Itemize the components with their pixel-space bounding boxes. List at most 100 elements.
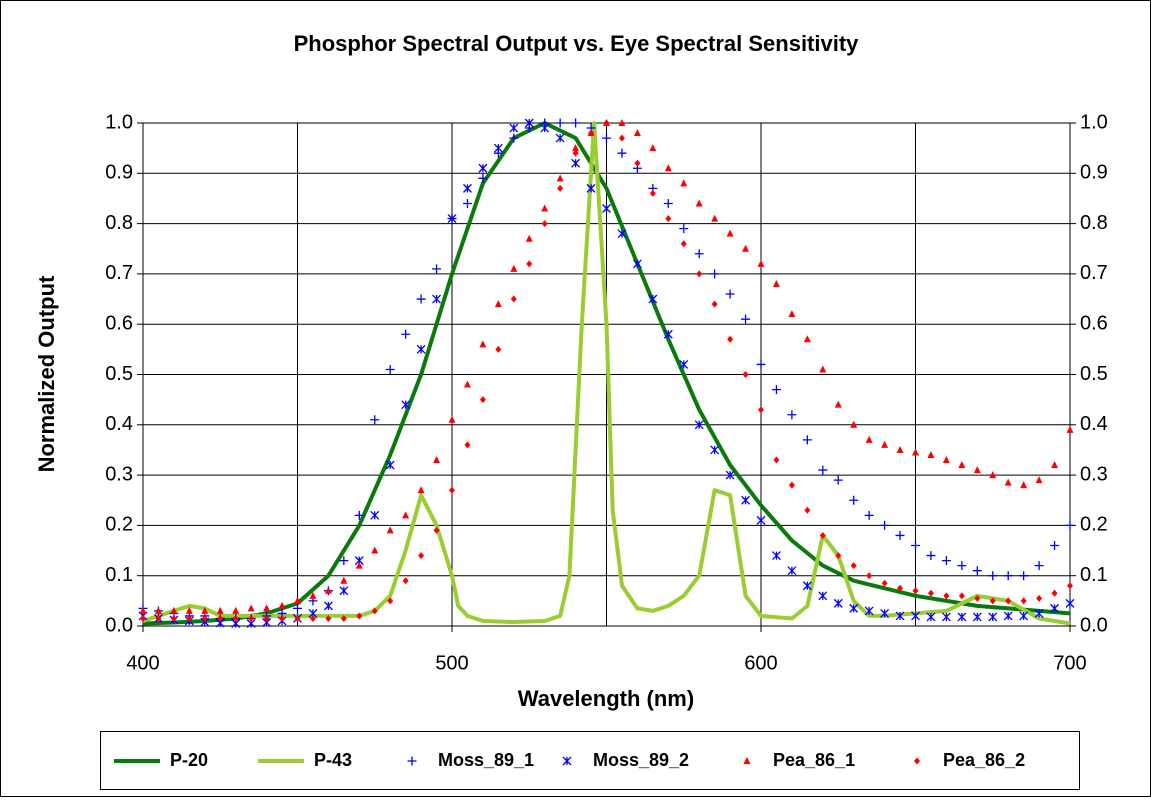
marker-diamond [217,614,224,622]
marker-triangle [942,456,950,464]
y-tick-label: 0.7 [105,262,133,284]
y-tick-label: 0.2 [105,514,133,536]
marker-diamond [340,614,347,622]
y-tick-label: 0.1 [105,564,133,586]
marker-plus [895,530,905,540]
marker-plus [818,465,828,475]
marker-diamond [835,552,842,560]
legend-item: Pea_86_1 [743,750,855,770]
marker-plus [509,133,519,143]
marker-diamond [201,614,208,622]
x-tick-label: 600 [744,652,777,674]
marker-plus [957,561,967,571]
marker-triangle [448,415,456,423]
marker-plus [941,556,951,566]
marker-triangle [294,596,301,604]
legend-item: Pea_86_2 [914,750,1025,770]
marker-cross [370,510,380,520]
marker-cross [849,603,859,613]
marker-diamond [788,481,795,489]
marker-triangle [742,244,750,252]
marker-triangle [479,340,487,348]
marker-diamond [186,614,193,622]
marker-diamond [927,589,934,597]
marker-cross [1019,611,1029,621]
marker-triangle [402,511,410,519]
y-tick-label: 0.0 [105,614,133,636]
marker-cross [756,515,766,525]
marker-cross [416,344,426,354]
marker-diamond [943,592,950,600]
marker-triangle [371,546,379,554]
marker-triangle [154,606,162,614]
marker-cross [432,294,442,304]
legend-swatch [914,757,920,765]
marker-plus [617,148,627,158]
marker-cross [401,400,411,410]
marker-triangle [788,310,796,318]
marker-diamond [1051,589,1058,597]
marker-cross [385,460,395,470]
legend-item: P-20 [114,750,208,770]
marker-triangle [201,606,209,614]
marker-diamond [263,614,270,622]
y2-tick-label: 1.0 [1080,111,1108,133]
marker-plus [802,435,812,445]
marker-cross [988,612,998,622]
x-axis-label: Wavelength (nm) [518,686,694,711]
marker-triangle [664,164,672,172]
marker-triangle [850,420,858,428]
chart-title: Phosphor Spectral Output vs. Eye Spectra… [294,31,860,56]
marker-cross [555,133,565,143]
marker-diamond [989,597,996,605]
marker-cross [679,359,689,369]
marker-diamond [680,240,687,248]
marker-plus [339,556,349,566]
marker-plus [849,495,859,505]
legend-swatch [562,756,572,766]
marker-triangle [263,604,271,612]
marker-triangle [1020,481,1028,489]
y-tick-label: 0.5 [105,363,133,385]
marker-diamond [850,562,857,570]
marker-plus [771,385,781,395]
marker-cross [617,229,627,239]
marker-cross [447,214,457,224]
marker-diamond [649,189,656,197]
marker-diamond [418,552,425,560]
marker-diamond [727,335,734,343]
marker-diamond [387,597,394,605]
marker-diamond [248,614,255,622]
marker-cross [864,606,874,616]
legend-label: Pea_86_2 [943,750,1025,770]
marker-diamond [510,295,517,303]
marker-triangle [927,450,935,458]
marker-triangle [572,144,580,152]
marker-plus [679,224,689,234]
legend-label: Moss_89_2 [593,750,689,770]
marker-diamond [758,406,764,414]
y-tick-label: 1.0 [105,111,133,133]
marker-diamond [155,614,162,622]
y-tick-label: 0.4 [105,413,133,435]
marker-plus [725,289,735,299]
legend-swatch [743,757,751,764]
marker-triangle [216,606,224,614]
series-line [142,121,1071,626]
marker-diamond [881,579,888,587]
marker-diamond [974,594,981,602]
marker-diamond [897,584,904,592]
marker-triangle [803,335,811,343]
marker-cross [602,204,611,213]
legend-item: Moss_89_1 [407,750,534,770]
marker-plus [462,198,472,208]
marker-triangle [1066,425,1074,433]
legend-label: P-20 [170,750,208,770]
y-tick-label: 0.9 [105,162,133,184]
marker-triangle [989,471,997,479]
marker-triangle [463,380,471,388]
marker-triangle [139,606,147,614]
marker-diamond [1036,594,1043,602]
